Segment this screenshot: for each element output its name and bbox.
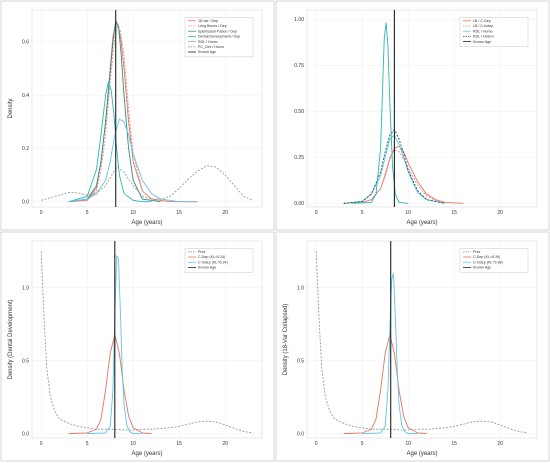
x-tick-label: 5 <box>361 210 364 216</box>
series-line-prior <box>315 251 528 434</box>
series-line-c-dep-kl-5-39 <box>343 333 427 435</box>
series-line-c-indep-kl-5-98 <box>362 272 418 435</box>
legend-entry-prior: Prior <box>198 250 206 254</box>
x-tick-label: 15 <box>451 210 457 216</box>
y-tick-label: 0.4 <box>22 93 29 99</box>
series-line-c-indep-kl-6-24 <box>87 255 143 435</box>
x-axis-label: Age (years) <box>131 220 162 226</box>
x-axis-label: Age (years) <box>131 451 162 457</box>
x-tick-label: 10 <box>130 210 136 216</box>
legend-entry-c-indep-kl-6-24: C-Indep (KL=6.24) <box>198 260 228 264</box>
y-tick-label: 0.50 <box>294 109 304 115</box>
y-axis-label: Density (18-Var Collapsed) <box>283 304 289 376</box>
panel-frame <box>275 231 550 462</box>
legend-entry-epiphyseal-fusion-dep: Epiphyseal Fusion / Dep <box>198 29 237 33</box>
panel-frame <box>0 231 275 462</box>
y-tick-label: 0.6 <box>22 40 29 46</box>
x-tick-label: 15 <box>176 441 182 447</box>
series-line-pc-dex-homo <box>41 165 253 201</box>
legend-box <box>184 248 254 273</box>
plot-area <box>306 240 538 439</box>
x-tick-label: 20 <box>497 210 503 216</box>
series-line-long-bones-dep <box>68 25 171 203</box>
panel-top-left: 0 5 10 15 20 0.0 0.2 0.4 0.6 Age (years) Density 18… <box>0 0 275 231</box>
y-tick-label: 0.5 <box>297 358 304 364</box>
x-tick-label: 20 <box>222 441 228 447</box>
legend-entry-known-age: Known Age <box>473 266 491 270</box>
panel-bottom-right: 0 5 10 15 20 0.0 0.5 1.0 Age (years) Density (18-… <box>275 231 550 462</box>
x-tick-label: 5 <box>86 441 89 447</box>
legend-box <box>459 17 529 47</box>
y-tick-label: 0.00 <box>294 201 304 207</box>
legend-entry-lb-c-indep: LB / C-Indep <box>473 24 493 28</box>
x-tick-label: 10 <box>405 441 411 447</box>
y-tick-label: 0.75 <box>294 63 304 69</box>
y-axis-label: Density (Dental Development) <box>8 299 14 379</box>
legend-entry-rdl-homo: RDL / Homo <box>198 40 218 44</box>
x-tick-label: 0 <box>40 210 43 216</box>
x-tick-label: 20 <box>497 441 503 447</box>
panel-bottom-left: 0 5 10 15 20 0.0 0.5 1.0 Age (years) Density (Den… <box>0 231 275 462</box>
x-tick-label: 10 <box>405 210 411 216</box>
series-line-prior <box>40 251 253 434</box>
plot-area <box>31 240 263 439</box>
y-tick-label: 0.2 <box>22 146 29 152</box>
x-tick-label: 0 <box>40 441 43 447</box>
density-chart-2: 0 5 10 15 20 0.00 0.25 0.50 0.75 1.00 Age (years) L… <box>275 0 550 231</box>
x-tick-label: 15 <box>176 210 182 216</box>
legend-entry-pc-dex-homo: PC_Dex / Homo <box>198 45 224 49</box>
y-tick-label: 0.0 <box>297 431 304 437</box>
y-tick-label: 0.0 <box>22 431 29 437</box>
x-tick-label: 0 <box>315 441 318 447</box>
series-line-epiphyseal-fusion-dep <box>68 20 161 203</box>
density-chart-1: 0 5 10 15 20 0.0 0.2 0.4 0.6 Age (years) Density 18… <box>0 0 275 231</box>
legend-entry-18-var-dep: 18-Var / Dep <box>198 19 218 23</box>
legend-entry-long-bones-dep: Long Bones / Dep <box>198 24 227 28</box>
panel-frame <box>0 0 275 231</box>
y-tick-label: 0.25 <box>294 155 304 161</box>
series-line-rdl-homo <box>68 118 198 203</box>
legend-entry-rdl-hetero: RDL / Hetero <box>473 35 494 39</box>
panel-frame <box>275 0 550 231</box>
y-tick-label: 0.0 <box>22 199 29 205</box>
x-tick-label: 20 <box>222 210 228 216</box>
y-tick-label: 1.0 <box>297 285 304 291</box>
legend-entry-c-indep-kl-5-98: C-Indep (KL=5.98) <box>473 260 503 264</box>
series-line-dental-development-dep <box>68 81 152 203</box>
x-tick-label: 0 <box>315 210 318 216</box>
legend-entry-c-dep-kl-5-24: C-Dep (KL=5.24) <box>198 255 225 259</box>
x-axis-label: Age (years) <box>406 220 437 226</box>
legend-box <box>184 17 254 58</box>
plot-area <box>31 9 263 208</box>
x-tick-label: 15 <box>451 441 457 447</box>
y-axis-label: Density <box>8 98 14 118</box>
panel-top-right: 0 5 10 15 20 0.00 0.25 0.50 0.75 1.00 Age (years) L… <box>275 0 550 231</box>
series-line-teal <box>352 22 409 204</box>
x-tick-label: 5 <box>361 441 364 447</box>
density-chart-4: 0 5 10 15 20 0.0 0.5 1.0 Age (years) Density (18-… <box>275 231 550 462</box>
x-axis-label: Age (years) <box>406 451 437 457</box>
legend-entry-dental-development-dep: Dental Development / Dep <box>198 35 240 39</box>
x-tick-label: 10 <box>130 441 136 447</box>
legend-entry-known-age: Known Age <box>198 266 216 270</box>
y-tick-label: 1.00 <box>294 17 304 23</box>
y-tick-label: 0.5 <box>22 358 29 364</box>
series-line-c-dep-kl-5-24 <box>68 333 152 435</box>
y-tick-label: 1.0 <box>22 285 29 291</box>
legend-entry-prior: Prior <box>473 250 481 254</box>
legend-entry-known-age: Known Age <box>198 50 216 54</box>
legend-entry-rdl-homo: RDL / Homo <box>473 29 493 33</box>
legend-entry-known-age: Known Age <box>473 40 491 44</box>
plot-area <box>306 9 538 208</box>
legend-entry-lb-c-dep: LB / C-Dep <box>473 19 491 23</box>
x-tick-label: 5 <box>86 210 89 216</box>
legend-box <box>459 248 529 273</box>
legend-entry-c-dep-kl-5-39: C-Dep (KL=5.39) <box>473 255 500 259</box>
density-chart-3: 0 5 10 15 20 0.0 0.5 1.0 Age (years) Density (Den… <box>0 231 275 462</box>
